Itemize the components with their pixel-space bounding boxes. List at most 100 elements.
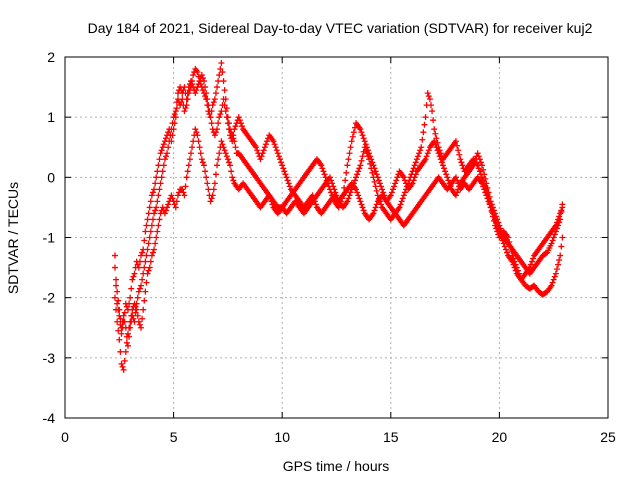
data-point	[206, 108, 213, 115]
data-point	[353, 174, 360, 181]
data-point	[549, 279, 556, 286]
data-point	[115, 297, 122, 304]
data-point	[489, 210, 496, 217]
data-point	[236, 117, 243, 124]
data-point	[221, 147, 228, 154]
data-point	[145, 267, 152, 274]
data-point	[375, 195, 382, 202]
data-point	[154, 198, 161, 205]
data-point	[359, 132, 366, 139]
data-point	[155, 222, 162, 229]
data-point	[501, 243, 508, 250]
data-point	[370, 162, 377, 169]
data-point	[426, 96, 433, 103]
data-point	[225, 126, 232, 133]
data-point	[475, 165, 482, 172]
x-tick-label: 15	[383, 429, 399, 445]
data-point	[454, 189, 461, 196]
data-point	[267, 195, 274, 202]
data-point	[412, 159, 419, 166]
data-point	[475, 153, 482, 160]
data-point	[422, 156, 429, 163]
data-point	[147, 228, 154, 235]
data-point	[500, 240, 507, 247]
data-point	[379, 186, 386, 193]
data-point	[184, 90, 191, 97]
data-point	[406, 177, 413, 184]
data-point	[527, 261, 534, 268]
data-point	[403, 186, 410, 193]
data-point	[474, 162, 481, 169]
data-point	[438, 159, 445, 166]
data-point	[185, 162, 192, 169]
data-point	[414, 153, 421, 160]
data-point	[444, 174, 451, 181]
data-point	[228, 135, 235, 142]
data-point	[528, 258, 535, 265]
data-point	[427, 102, 434, 109]
data-point	[160, 162, 167, 169]
data-point	[421, 121, 428, 128]
data-point	[202, 84, 209, 91]
data-point	[346, 192, 353, 199]
data-point	[201, 162, 208, 169]
data-point	[215, 78, 222, 85]
data-point	[158, 147, 165, 154]
data-point	[232, 144, 239, 151]
data-point	[487, 204, 494, 211]
data-point	[180, 189, 187, 196]
data-point	[357, 198, 364, 205]
data-point	[162, 207, 169, 214]
data-point	[237, 120, 244, 127]
data-point	[452, 174, 459, 181]
data-point	[151, 246, 158, 253]
data-point	[271, 141, 278, 148]
data-point	[115, 327, 122, 334]
data-point	[373, 187, 380, 194]
data-point	[146, 204, 153, 211]
data-point	[488, 207, 495, 214]
data-point	[121, 309, 128, 316]
data-point	[502, 246, 509, 253]
data-point	[186, 156, 193, 163]
data-point	[372, 204, 379, 211]
data-point	[551, 231, 558, 238]
data-point	[439, 162, 446, 169]
data-point	[216, 114, 223, 121]
data-point	[370, 210, 377, 217]
data-point	[133, 306, 140, 313]
data-point	[422, 114, 429, 121]
data-point	[152, 207, 159, 214]
data-point	[550, 234, 557, 241]
data-point	[171, 111, 178, 118]
data-point	[148, 222, 155, 229]
data-point	[141, 237, 148, 244]
data-point	[270, 138, 277, 145]
data-point	[368, 165, 375, 172]
data-point	[199, 159, 206, 166]
data-point	[207, 198, 214, 205]
data-point	[431, 138, 438, 145]
data-point	[263, 138, 270, 145]
data-point	[180, 87, 187, 94]
data-point	[127, 324, 134, 331]
data-point	[138, 282, 145, 289]
data-point	[361, 138, 368, 145]
data-point	[122, 348, 129, 355]
data-point	[552, 270, 559, 277]
data-point	[338, 195, 345, 202]
data-point	[169, 120, 176, 127]
data-point	[318, 162, 325, 169]
data-point	[370, 174, 377, 181]
data-point	[139, 249, 146, 256]
data-point	[189, 144, 196, 151]
data-point	[170, 114, 177, 121]
data-point	[198, 156, 205, 163]
data-point	[280, 165, 287, 172]
data-point	[273, 147, 280, 154]
data-point	[347, 189, 354, 196]
data-point	[111, 264, 118, 271]
data-point	[130, 315, 137, 322]
data-point	[132, 303, 139, 310]
data-point	[114, 300, 121, 307]
